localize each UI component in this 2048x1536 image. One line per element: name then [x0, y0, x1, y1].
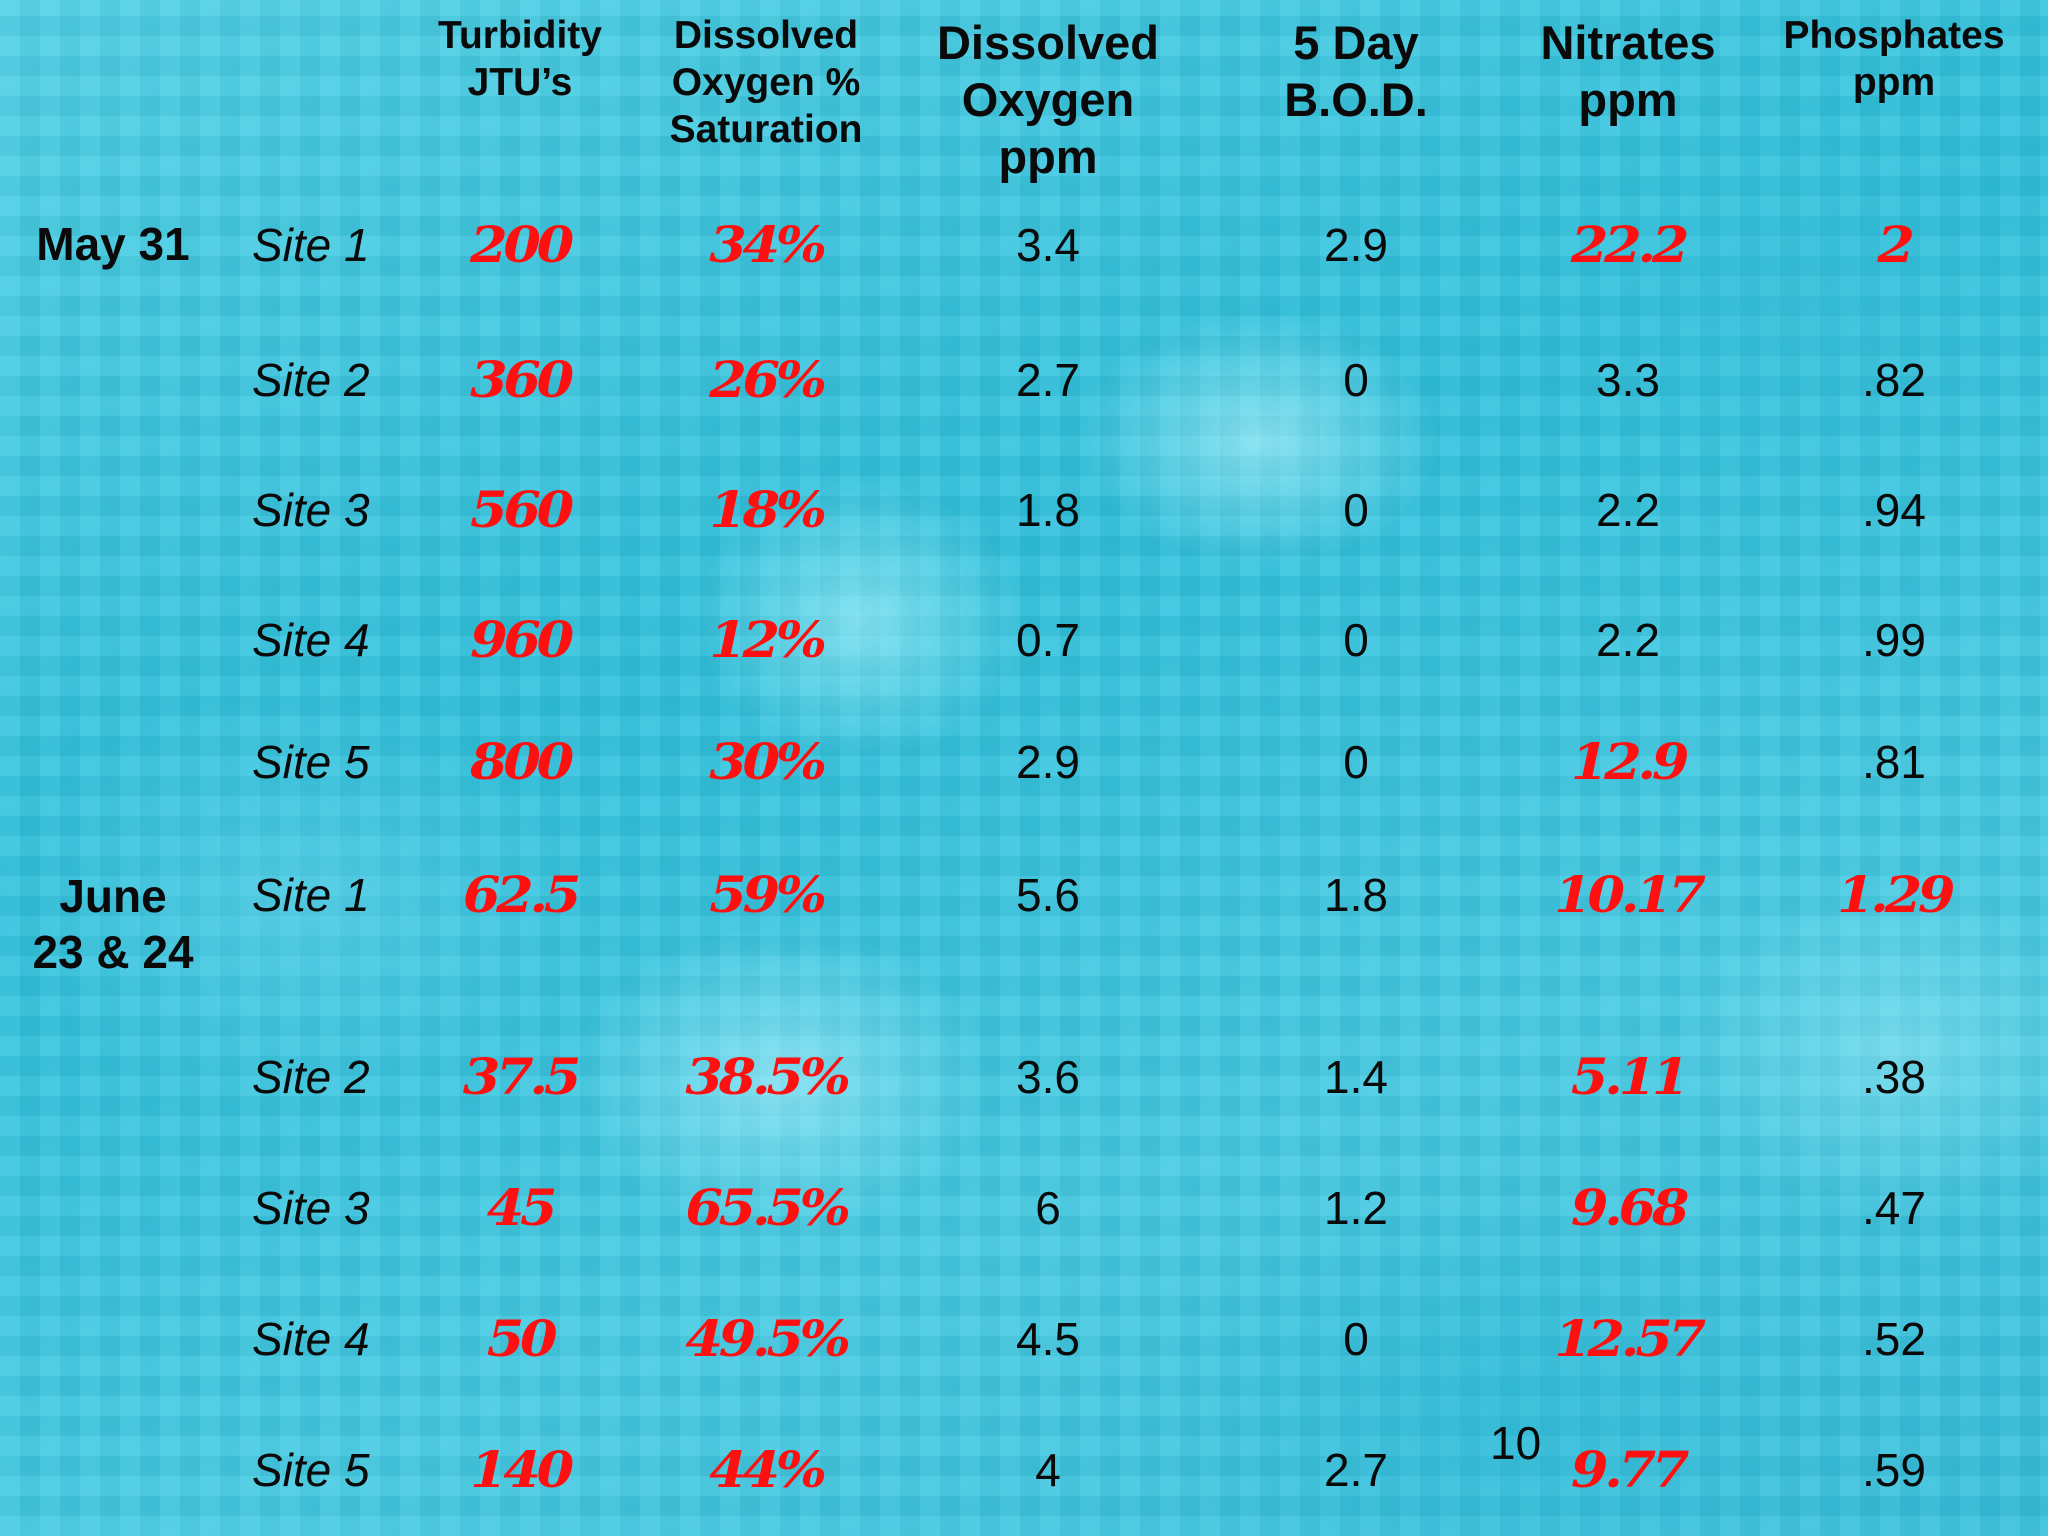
value-cell: 2.2	[1596, 614, 1660, 666]
highlighted-value: 37.5	[462, 1047, 582, 1106]
value-cell: 2.7	[1324, 1444, 1388, 1496]
value-cell: .99	[1862, 614, 1926, 666]
value-cell: 4	[1035, 1444, 1061, 1496]
value-cell: .52	[1862, 1313, 1926, 1365]
site-label: Site 2	[252, 1051, 370, 1103]
value-cell: .94	[1862, 484, 1926, 536]
value-cell: .47	[1862, 1182, 1926, 1234]
site-label: Site 1	[252, 219, 370, 271]
value-cell: 1.2	[1324, 1182, 1388, 1234]
highlighted-value: 140	[470, 1440, 574, 1499]
highlighted-value: 49.5%	[685, 1309, 851, 1368]
value-cell: 3.3	[1596, 354, 1660, 406]
value-cell: 1.4	[1324, 1051, 1388, 1103]
highlighted-value: 1.29	[1836, 865, 1956, 924]
highlighted-value: 22.2	[1570, 215, 1690, 274]
value-cell: 6	[1035, 1182, 1061, 1234]
site-label: Site 5	[252, 736, 370, 788]
value-cell: 5.6	[1016, 869, 1080, 921]
highlighted-value: 800	[470, 732, 574, 791]
site-label: Site 3	[252, 1182, 370, 1234]
date-label: May 31	[36, 218, 190, 270]
highlighted-value: 12.9	[1570, 732, 1690, 791]
column-header-5: Nitrates ppm	[1540, 16, 1716, 126]
highlighted-value: 10.17	[1554, 865, 1706, 924]
column-header-4: 5 Day B.O.D.	[1284, 16, 1428, 126]
value-cell: 3.4	[1016, 219, 1080, 271]
value-cell: 0.7	[1016, 614, 1080, 666]
highlighted-value: 34%	[709, 215, 827, 274]
highlighted-value: 5.11	[1570, 1047, 1690, 1106]
value-cell: .81	[1862, 736, 1926, 788]
value-cell: 0	[1343, 484, 1369, 536]
value-cell: 2.7	[1016, 354, 1080, 406]
value-cell: 0	[1343, 614, 1369, 666]
highlighted-value: 45	[486, 1178, 558, 1237]
column-header-3: Dissolved Oxygen ppm	[936, 16, 1160, 183]
highlighted-value: 44%	[709, 1440, 827, 1499]
highlighted-value: 200	[470, 215, 574, 274]
value-cell: 0	[1343, 736, 1369, 788]
value-cell: .59	[1862, 1444, 1926, 1496]
highlighted-value: 360	[470, 350, 574, 409]
value-cell: 0	[1343, 1313, 1369, 1365]
column-header-2: Dissolved Oxygen % Saturation	[669, 14, 863, 151]
site-label: Site 4	[252, 1313, 370, 1365]
value-cell: .82	[1862, 354, 1926, 406]
highlighted-value: 50	[486, 1309, 558, 1368]
value-cell: 3.6	[1016, 1051, 1080, 1103]
highlighted-value: 9.68	[1570, 1178, 1690, 1237]
site-label: Site 5	[252, 1444, 370, 1496]
highlighted-value: 560	[470, 480, 574, 539]
highlighted-value: 30%	[709, 732, 827, 791]
date-label: June 23 & 24	[32, 870, 194, 978]
value-cell: 2.9	[1016, 736, 1080, 788]
highlighted-value: 18%	[709, 480, 827, 539]
highlighted-value: 9.77	[1570, 1440, 1690, 1499]
highlighted-value: 12.57	[1554, 1309, 1706, 1368]
highlighted-value: 12%	[709, 610, 827, 669]
value-cell: 2.9	[1324, 219, 1388, 271]
value-cell: 4.5	[1016, 1313, 1080, 1365]
highlighted-value: 59%	[709, 865, 827, 924]
value-cell: .38	[1862, 1051, 1926, 1103]
value-cell: 1.8	[1324, 869, 1388, 921]
highlighted-value: 65.5%	[685, 1178, 851, 1237]
highlighted-value: 960	[470, 610, 574, 669]
column-header-6: Phosphates ppm	[1783, 14, 2005, 104]
value-cell: 2.2	[1596, 484, 1660, 536]
site-label: Site 3	[252, 484, 370, 536]
highlighted-value: 26%	[709, 350, 827, 409]
highlighted-value: 2	[1877, 215, 1915, 274]
value-cell: 1.8	[1016, 484, 1080, 536]
site-label: Site 4	[252, 614, 370, 666]
value-cell: 0	[1343, 354, 1369, 406]
page-number: 10	[1490, 1417, 1542, 1469]
site-label: Site 1	[252, 869, 370, 921]
highlighted-value: 62.5	[462, 865, 582, 924]
site-label: Site 2	[252, 354, 370, 406]
highlighted-value: 38.5%	[685, 1047, 851, 1106]
column-header-1: Turbidity JTU’s	[438, 14, 602, 104]
